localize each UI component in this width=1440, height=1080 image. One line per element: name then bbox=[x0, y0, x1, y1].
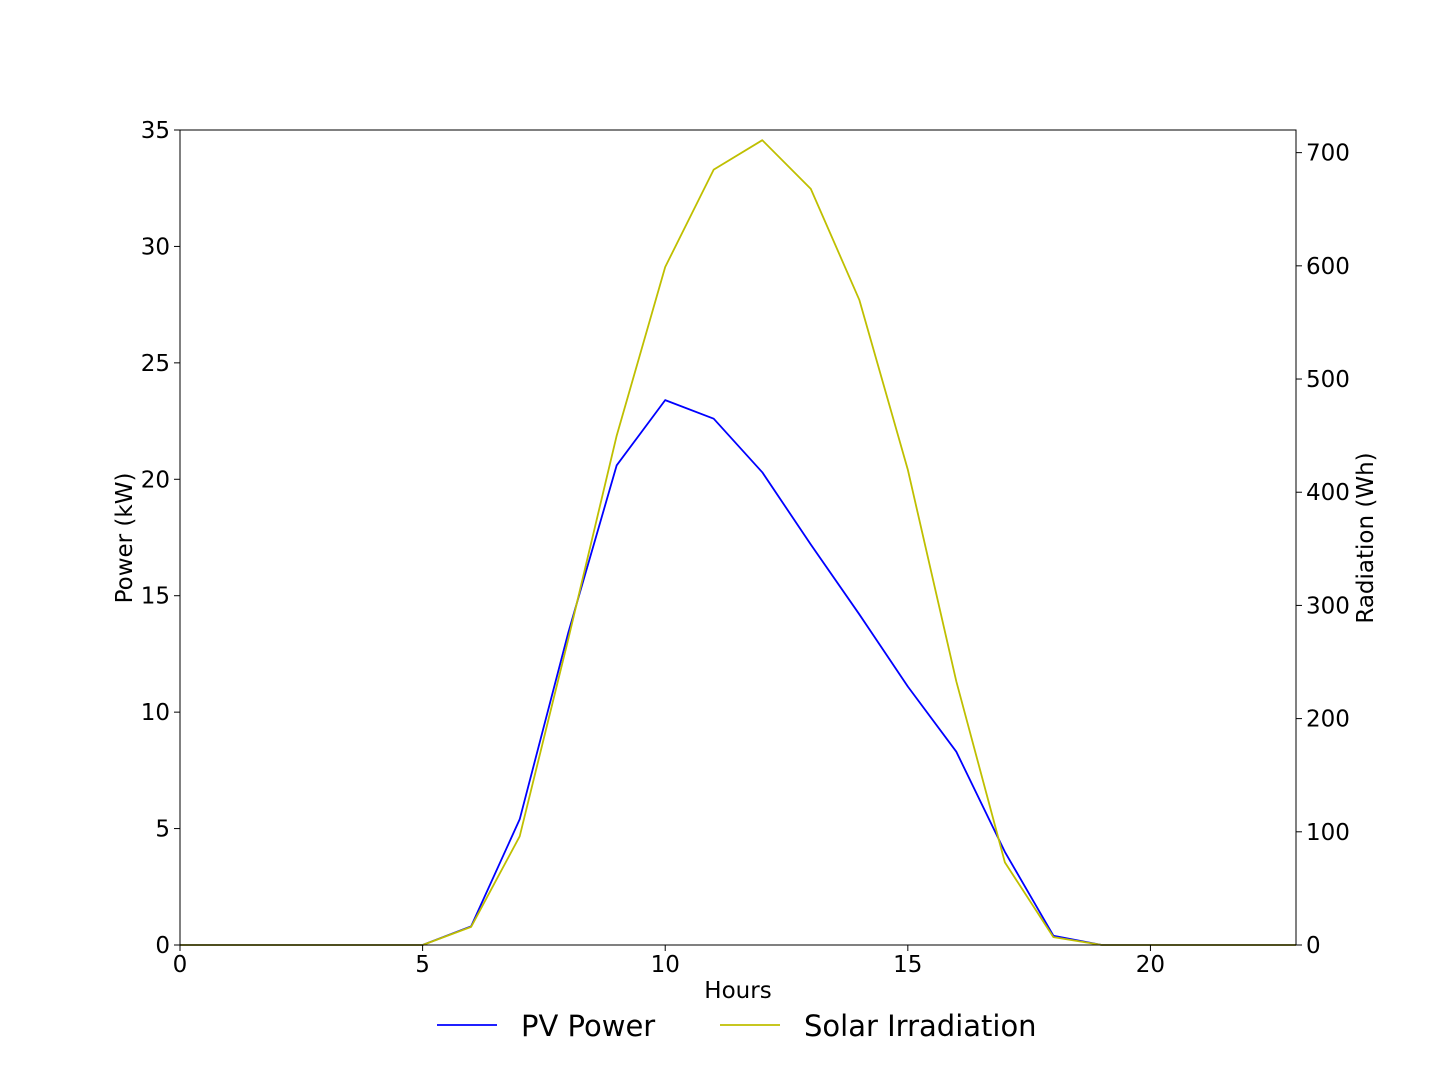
left-y-tick-label: 15 bbox=[141, 584, 170, 610]
left-y-tick-label: 20 bbox=[141, 467, 170, 493]
left-y-tick-label: 10 bbox=[141, 700, 170, 726]
legend-label-solar-irradiation: Solar Irradiation bbox=[804, 1009, 1037, 1043]
right-y-tick-label: 700 bbox=[1306, 141, 1350, 167]
legend: PV Power Solar Irradiation bbox=[437, 1009, 1037, 1043]
right-y-tick-label: 600 bbox=[1306, 254, 1350, 280]
right-y-tick-label: 0 bbox=[1306, 933, 1321, 959]
left-y-tick-label: 25 bbox=[141, 351, 170, 377]
x-tick-label: 15 bbox=[893, 952, 922, 978]
x-axis: 0 5 10 15 20 bbox=[173, 945, 1165, 978]
series-layer bbox=[180, 139, 1296, 946]
x-tick-label: 5 bbox=[415, 952, 430, 978]
right-y-tick-label: 500 bbox=[1306, 367, 1350, 393]
left-y-axis-label: Power (kW) bbox=[112, 473, 138, 604]
left-y-tick-label: 35 bbox=[141, 118, 170, 144]
legend-label-pv-power: PV Power bbox=[521, 1009, 655, 1043]
right-y-axis-label: Radiation (Wh) bbox=[1353, 452, 1379, 623]
x-axis-label: Hours bbox=[704, 978, 771, 1004]
left-y-tick-label: 0 bbox=[155, 933, 170, 959]
x-tick-label: 10 bbox=[651, 952, 680, 978]
right-y-tick-label: 200 bbox=[1306, 707, 1350, 733]
series-line-pv-power bbox=[180, 399, 1296, 946]
plot-frame bbox=[179, 129, 1297, 946]
left-y-tick-label: 5 bbox=[155, 817, 170, 843]
left-y-axis: 0 5 10 15 20 25 30 35 bbox=[141, 118, 180, 959]
right-y-tick-label: 400 bbox=[1306, 480, 1350, 506]
left-y-tick-label: 30 bbox=[141, 234, 170, 260]
right-y-tick-label: 300 bbox=[1306, 593, 1350, 619]
x-tick-label: 20 bbox=[1136, 952, 1165, 978]
x-tick-label: 0 bbox=[173, 952, 188, 978]
right-y-axis: 0 100 200 300 400 500 600 700 bbox=[1296, 141, 1350, 959]
right-y-tick-label: 100 bbox=[1306, 820, 1350, 846]
series-line-solar-irradiation bbox=[180, 139, 1296, 946]
